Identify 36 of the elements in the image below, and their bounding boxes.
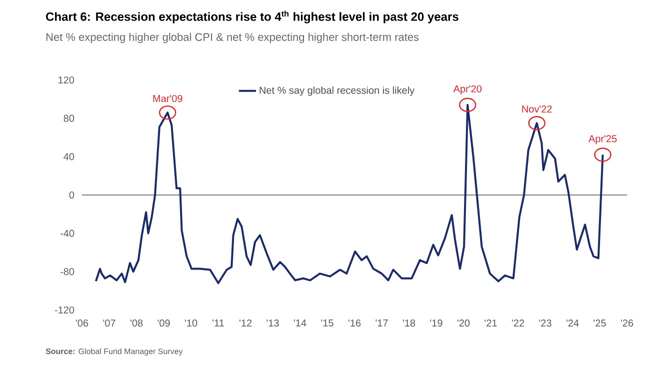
chart-title: Chart 6: Recession expectations rise to 4$^{th}$ highest level in past 20 years [46,10,458,24]
text: Source: Global Fund Manager Survey [46,348,183,356]
x-tick-label: '25 [594,320,606,327]
y-tick-label: 80 [64,114,74,122]
y-tick-label: -80 [60,268,74,276]
x-tick-label: '06 [76,320,88,327]
annotation: Apr'20 [453,85,482,94]
y-tick-label: -40 [60,230,74,237]
y-tick-label: 0 [69,191,74,199]
x-tick-label: '26 [620,320,634,327]
x-tick-label: '07 [103,320,116,327]
annotation: Nov'22 [522,106,552,113]
y-tick-label: 120 [58,76,74,84]
x-tick-label: '22 [512,320,524,326]
x-tick-label: '12 [239,320,252,326]
x-tick-label: '21 [484,320,497,326]
x-tick-label: '09 [158,320,170,327]
legend-label: Net % say global recession is likely [260,86,415,96]
x-tick-label: '19 [430,320,442,327]
y-tick-label: -120 [54,306,74,314]
x-tick-label: '23 [539,320,552,327]
annotation: Mar'09 [153,94,182,102]
x-tick-label: '16 [348,320,361,327]
x-tick-label: '10 [184,320,198,327]
x-tick-label: '24 [566,320,579,326]
x-tick-label: '08 [130,320,143,327]
y-tick-label: 40 [64,153,74,160]
x-tick-label: '14 [294,320,306,326]
x-tick-label: '11 [212,320,224,326]
x-tick-label: '15 [321,320,334,326]
x-tick-label: '13 [266,320,279,327]
annotation: Apr'25 [588,135,617,144]
x-tick-label: '17 [376,320,388,326]
x-tick-label: '18 [402,320,416,327]
x-tick-label: '20 [457,320,470,327]
chart-subtitle: Net % expecting higher global CPI & net % expecting higher short-term rates [46,32,419,44]
